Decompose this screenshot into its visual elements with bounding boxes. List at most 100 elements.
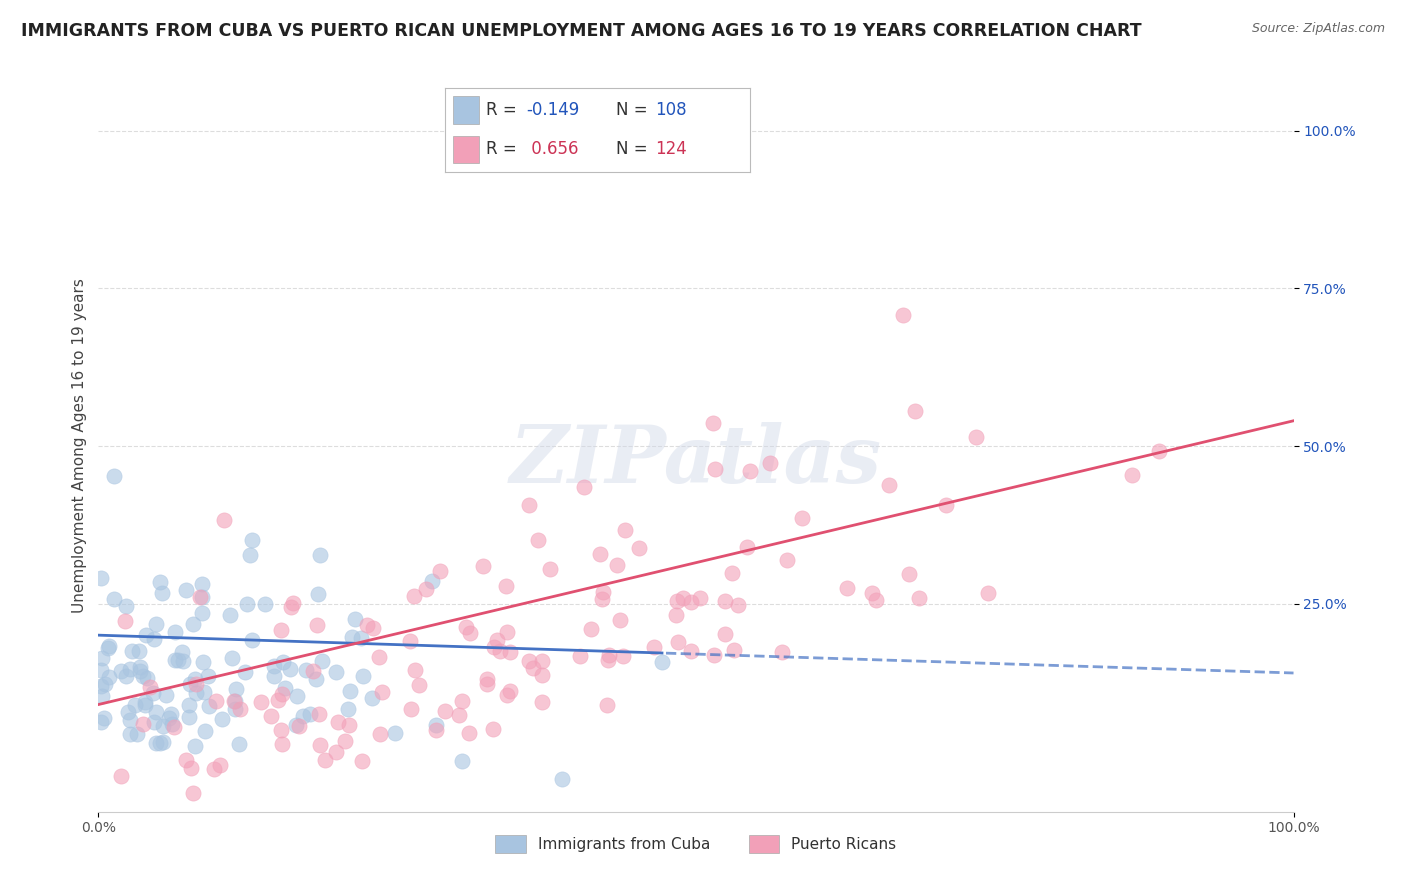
Point xyxy=(90,571,112,585)
Point xyxy=(517,654,540,668)
Point xyxy=(174,582,197,597)
Point xyxy=(454,619,477,633)
Point xyxy=(90,651,112,665)
Point xyxy=(860,586,883,600)
Point xyxy=(434,705,457,719)
Point xyxy=(274,681,297,695)
Point xyxy=(163,624,186,639)
Point xyxy=(197,669,219,683)
Point xyxy=(538,562,561,576)
Point xyxy=(132,717,155,731)
Point xyxy=(190,577,212,591)
Point xyxy=(114,669,136,683)
Point xyxy=(451,694,474,708)
Point xyxy=(499,684,522,698)
Point xyxy=(179,710,201,724)
Point xyxy=(188,590,211,604)
Point xyxy=(965,429,987,443)
Point xyxy=(429,564,451,578)
Point xyxy=(186,677,208,691)
Point xyxy=(311,655,333,669)
Point xyxy=(486,632,509,647)
Point xyxy=(361,621,384,635)
Point xyxy=(115,599,138,613)
Point xyxy=(613,524,636,538)
Point xyxy=(259,709,281,723)
Point xyxy=(665,594,688,608)
Point xyxy=(263,659,285,673)
Point xyxy=(183,739,205,753)
Point xyxy=(132,669,155,683)
Point xyxy=(294,664,316,678)
Point xyxy=(371,685,394,699)
Point xyxy=(91,689,114,703)
Point xyxy=(222,693,245,707)
Point xyxy=(551,772,574,786)
Point xyxy=(325,665,347,680)
Point xyxy=(211,712,233,726)
Point xyxy=(689,591,711,606)
Point xyxy=(356,618,378,632)
Point xyxy=(159,707,181,722)
Point xyxy=(271,687,294,701)
Point xyxy=(142,686,165,700)
Point xyxy=(155,688,177,702)
Point xyxy=(118,727,141,741)
Point xyxy=(531,654,554,668)
Point xyxy=(447,708,470,723)
Point xyxy=(425,717,447,731)
Point xyxy=(704,462,727,476)
Point xyxy=(142,632,165,646)
Point xyxy=(665,607,688,622)
Point xyxy=(179,676,201,690)
Point xyxy=(337,718,360,732)
Point xyxy=(606,558,628,573)
Point xyxy=(236,597,259,611)
Point xyxy=(160,717,183,731)
Point xyxy=(305,672,328,686)
Point xyxy=(770,645,793,659)
Point xyxy=(702,417,724,431)
Point xyxy=(450,754,472,768)
Point xyxy=(288,719,311,733)
Point xyxy=(598,653,620,667)
Point xyxy=(865,593,887,607)
Point xyxy=(221,651,243,665)
Point xyxy=(415,582,437,596)
Point xyxy=(278,662,301,676)
Point xyxy=(495,578,517,592)
Point xyxy=(1121,468,1143,483)
Point xyxy=(714,627,737,641)
Point xyxy=(135,628,157,642)
Point xyxy=(172,654,194,668)
Point xyxy=(481,722,503,736)
Point xyxy=(367,649,389,664)
Point xyxy=(720,566,742,580)
Text: Source: ZipAtlas.com: Source: ZipAtlas.com xyxy=(1251,22,1385,36)
Point xyxy=(837,581,859,595)
Point xyxy=(157,711,180,725)
Text: IMMIGRANTS FROM CUBA VS PUERTO RICAN UNEMPLOYMENT AMONG AGES 16 TO 19 YEARS CORR: IMMIGRANTS FROM CUBA VS PUERTO RICAN UNE… xyxy=(21,22,1142,40)
Point xyxy=(672,591,695,605)
Point xyxy=(97,640,120,654)
Point xyxy=(458,726,481,740)
Point xyxy=(145,736,167,750)
Point xyxy=(679,595,702,609)
Point xyxy=(194,723,217,738)
Point xyxy=(598,648,620,662)
Point xyxy=(124,698,146,712)
Point xyxy=(569,649,592,664)
Point xyxy=(350,754,373,768)
Point xyxy=(475,677,498,691)
Point xyxy=(239,548,262,562)
Point xyxy=(879,478,901,492)
Point xyxy=(482,640,505,655)
Point xyxy=(235,665,257,680)
Point xyxy=(472,558,495,573)
Legend: Immigrants from Cuba, Puerto Ricans: Immigrants from Cuba, Puerto Ricans xyxy=(489,829,903,859)
Point xyxy=(727,598,749,612)
Point xyxy=(326,714,349,729)
Point xyxy=(384,726,406,740)
Point xyxy=(612,648,634,663)
Point xyxy=(110,664,132,678)
